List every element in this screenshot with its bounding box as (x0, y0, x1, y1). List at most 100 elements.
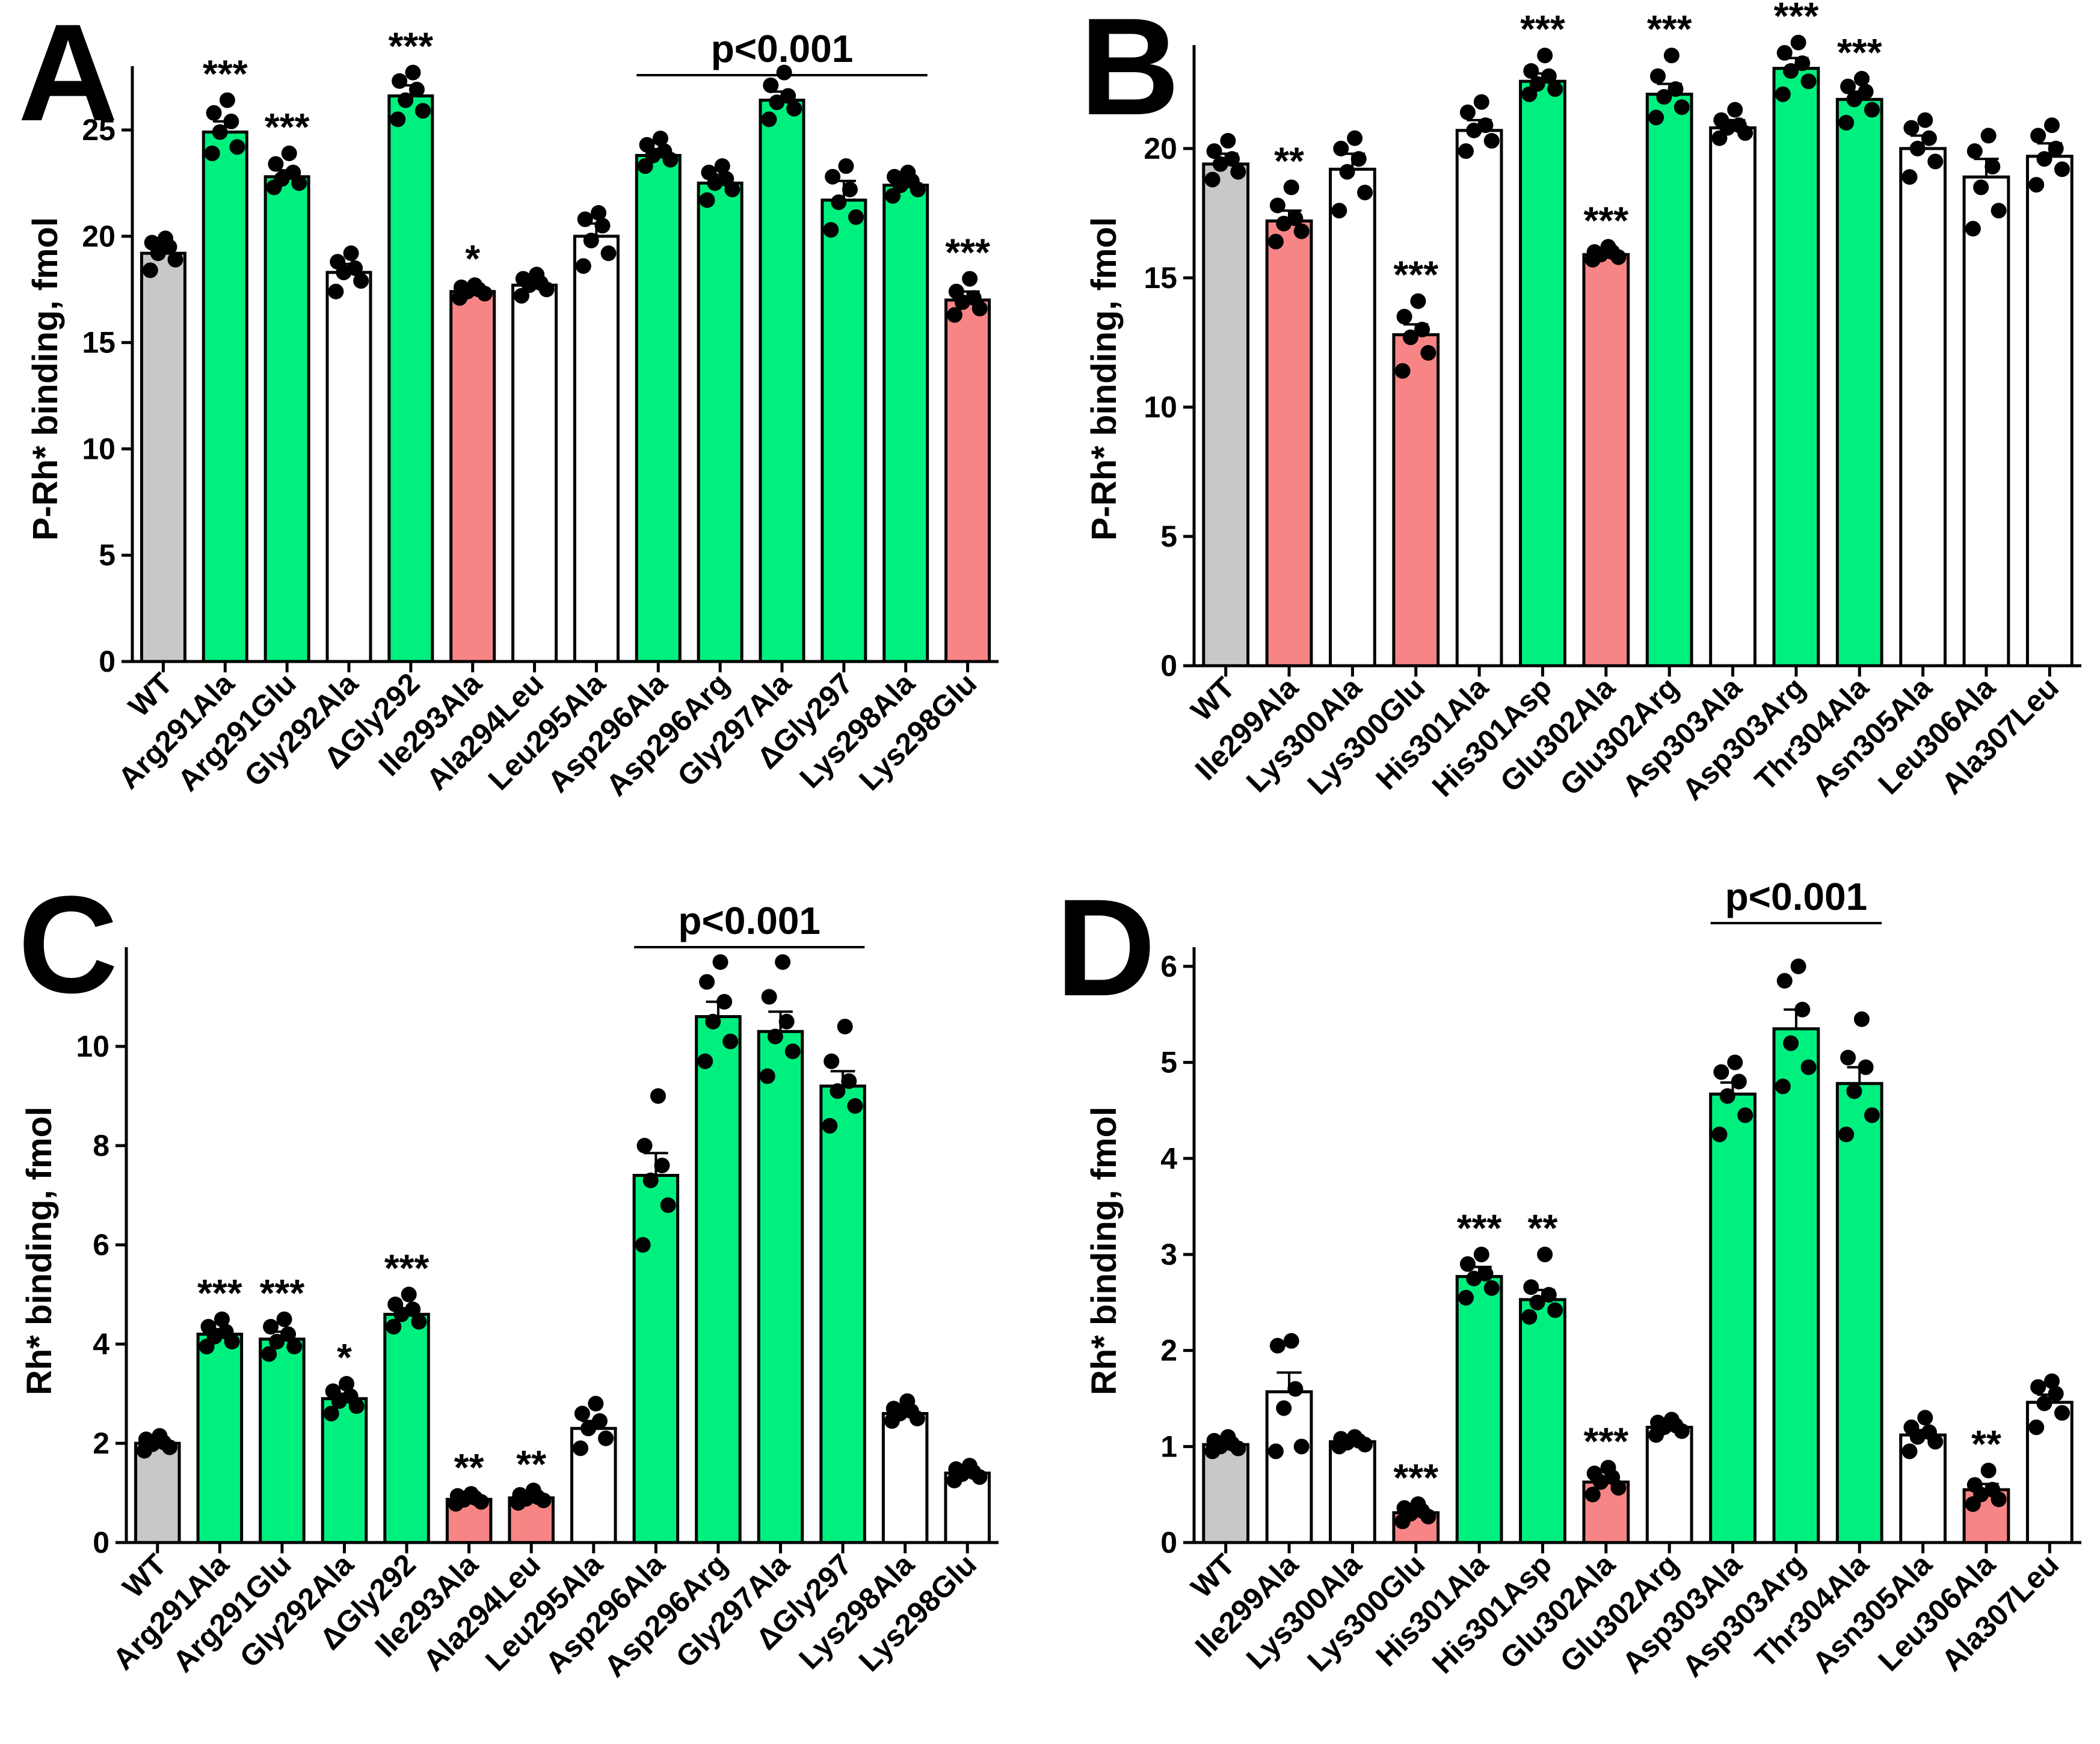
panel-b-point-his301asp (1541, 68, 1557, 84)
panel-d-point-lys300ala (1333, 1431, 1349, 1447)
panel-d-point-thr304ala (1858, 1059, 1874, 1075)
panel-b-point-asp303arg (1794, 55, 1811, 72)
panel-c-point-asp296arg (705, 1013, 721, 1030)
panel-a-point-delta-gly292 (405, 64, 421, 81)
panel-b-point-lys300ala (1339, 164, 1355, 180)
panel-c-point-asp296ala (635, 1237, 651, 1253)
panel-a-significance-arg291ala: *** (203, 52, 248, 96)
panel-b-significance-lys300glu: *** (1393, 253, 1438, 296)
panel-a-point-arg291ala (204, 145, 220, 161)
panel-d-point-lys300ala (1347, 1429, 1363, 1445)
panel-d-point-glu302arg (1650, 1414, 1666, 1431)
panel-a-point-leu295ala (600, 245, 617, 262)
panel-b-bar-thr304ala (1835, 97, 1883, 668)
panel-d-bar-wt (1202, 1443, 1250, 1544)
panel-b-point-glu302arg (1667, 81, 1684, 97)
panel-b-point-asp303ala (1727, 102, 1743, 118)
panel-a-y-axis-title: P-Rh* binding, fmol (26, 217, 65, 541)
panel-b-point-leu306ala (1991, 203, 2007, 219)
panel-b-point-wt (1230, 164, 1246, 180)
panel-a-letter: A (18, 0, 118, 150)
panel-a-point-arg291ala (223, 113, 239, 129)
panel-b-significance-glu302ala: *** (1583, 198, 1628, 242)
panel-c-point-asp296arg (722, 1033, 739, 1049)
panel-a-point-ile293ala (453, 279, 469, 295)
panel-b-point-glu302arg (1663, 48, 1680, 64)
panel-c-point-arg291glu (263, 1319, 279, 1335)
panel-d-bar-thr304ala (1835, 1082, 1883, 1544)
panel-d-point-ala307leu (2054, 1405, 2070, 1421)
panel-b-point-glu302ala (1600, 239, 1616, 255)
panel-b-point-glu302arg (1674, 99, 1690, 115)
panel-a-point-delta-gly292 (390, 111, 406, 127)
panel-b-point-leu306ala (1985, 159, 2001, 175)
panel-d-point-asp303arg (1776, 972, 1793, 989)
panel-d-point-his301asp (1547, 1302, 1563, 1318)
panel-a-bar-ala294leu (511, 283, 558, 663)
panel-a-point-wt (167, 251, 183, 268)
panel-d-point-thr304ala (1853, 1011, 1870, 1027)
panel-d-point-asp303arg (1775, 1078, 1791, 1095)
panel-a-plot: 0510152025WT***Arg291Ala***Arg291GluGly2… (82, 25, 999, 802)
panel-c-point-arg291glu (276, 1311, 292, 1327)
panel-a-point-lys298glu (948, 283, 964, 299)
panel-d-point-ala307leu (2030, 1379, 2046, 1395)
panel-d-point-wt (1206, 1432, 1222, 1449)
panel-a-y-tick-label: 20 (82, 220, 115, 253)
panel-b-bar-asp303arg (1772, 67, 1820, 668)
panel-c-point-gly292ala (325, 1383, 341, 1399)
panel-d-point-asp303ala (1719, 1088, 1735, 1104)
panel-a-point-arg291ala (212, 124, 228, 140)
panel-b-bar-glu302ala (1582, 253, 1630, 668)
panel-a-bar-ile293ala (449, 290, 496, 663)
panel-c-point-asp296ala (654, 1158, 670, 1173)
panel-d-point-ala307leu (2028, 1419, 2045, 1435)
panel-b-significance-asp303arg: *** (1774, 0, 1819, 38)
panel-a-point-gly292ala (347, 260, 363, 276)
panel-d-point-ala307leu (2048, 1386, 2064, 1402)
panel-d-point-asp303arg (1794, 1001, 1811, 1018)
panel-d-point-asn305ala (1921, 1424, 1937, 1440)
panel-d-point-thr304ala (1846, 1083, 1862, 1099)
panel-b-point-his301ala (1477, 117, 1494, 134)
panel-a-point-gly292ala (328, 283, 344, 299)
panel-a-point-leu295ala (583, 232, 599, 248)
panel-b-point-ala307leu (2054, 161, 2070, 177)
panel-c-y-tick-label: 10 (76, 1030, 109, 1063)
panel-d-bar-his301asp (1519, 1298, 1566, 1544)
panel-c-point-lys298ala (899, 1393, 916, 1409)
panel-b-significance-thr304ala: *** (1837, 31, 1882, 74)
panel-a-point-ile293ala (467, 277, 483, 293)
panel-c-point-delta-gly292 (386, 1319, 402, 1335)
panel-d-point-ile299ala (1269, 1337, 1286, 1354)
panel-c-point-ile293ala (463, 1486, 479, 1502)
panel-d-point-thr304ala (1838, 1126, 1855, 1143)
panel-c-point-asp296arg (716, 993, 733, 1010)
panel-b-point-leu306ala (1965, 221, 1981, 237)
panel-b-bar-ile299ala (1265, 219, 1313, 668)
panel-d-bar-his301ala (1455, 1275, 1503, 1544)
panel-b-bar-his301asp (1519, 79, 1566, 668)
panel-d-point-asn305ala (1903, 1419, 1920, 1435)
panel-c-point-gly297ala (775, 954, 791, 970)
panel-a-point-asp296arg (701, 164, 717, 180)
panel-a-point-arg291ala (229, 139, 245, 155)
panel-d-point-asn305ala (1917, 1410, 1933, 1426)
panel-b-point-thr304ala (1864, 102, 1880, 118)
panel-a-significance-arg291glu: *** (265, 105, 310, 149)
panel-a-point-leu295ala (575, 258, 591, 274)
panel-b-point-wt (1220, 133, 1236, 149)
panel-b-bar-ala307leu (2025, 155, 2074, 668)
panel-a-point-asp296ala (652, 130, 668, 147)
panel-a-point-gly292ala (343, 245, 359, 262)
panel-b-bar-asn305ala (1899, 147, 1947, 668)
panel-b-point-leu306ala (1966, 143, 1983, 159)
panel-c-point-ala294leu (525, 1482, 541, 1499)
panel-c-point-lys298glu (948, 1461, 964, 1477)
panel-b-point-ile299ala (1269, 197, 1286, 213)
panel-a-point-delta-gly292 (408, 81, 425, 97)
panel-a-point-delta-gly292 (398, 92, 414, 108)
panel-b-point-ile299ala (1287, 210, 1304, 227)
panel-c-point-delta-gly297 (837, 1019, 853, 1034)
